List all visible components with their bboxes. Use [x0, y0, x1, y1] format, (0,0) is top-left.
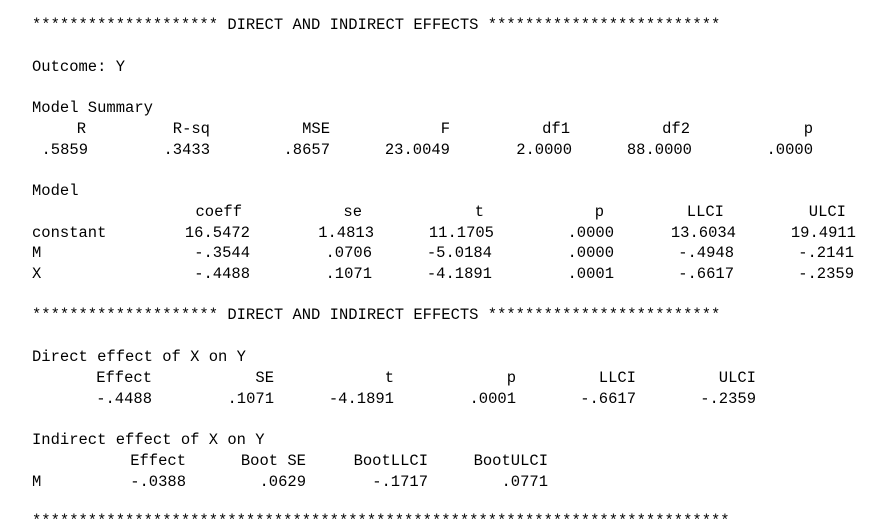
- cell-t: -4.1891: [426, 265, 492, 283]
- header-f: F: [440, 120, 450, 138]
- value-t: -4.1891: [328, 390, 394, 408]
- cell-ulci: -.2141: [798, 244, 854, 262]
- cell-ulci: 19.4911: [790, 224, 856, 242]
- header-df1: df1: [542, 120, 570, 138]
- header-t: t: [384, 369, 394, 387]
- cell-llci: -.4948: [678, 244, 734, 262]
- banner-bottom: ****************************************…: [32, 512, 730, 530]
- value-df2: 88.0000: [626, 141, 692, 159]
- header-llci: LLCI: [686, 203, 724, 221]
- outcome-label: Outcome: Y: [32, 58, 126, 76]
- header-bootulci: BootULCI: [473, 452, 548, 470]
- value-effect: -.4488: [96, 390, 152, 408]
- header-r: R: [76, 120, 86, 138]
- value-p: .0001: [469, 390, 516, 408]
- row-label: M: [32, 244, 42, 262]
- header-effect: Effect: [96, 369, 152, 387]
- header-model-p: p: [594, 203, 604, 221]
- header-p: p: [506, 369, 516, 387]
- value-bootulci: .0771: [501, 473, 548, 491]
- value-df1: 2.0000: [516, 141, 572, 159]
- cell-coeff: -.3544: [194, 244, 250, 262]
- cell-coeff: 16.5472: [184, 224, 250, 242]
- value-se: .1071: [227, 390, 274, 408]
- cell-se: 1.4813: [318, 224, 374, 242]
- value-f: 23.0049: [384, 141, 450, 159]
- header-se: SE: [255, 369, 274, 387]
- row-label: M: [32, 473, 42, 491]
- indirect-effect-title: Indirect effect of X on Y: [32, 431, 265, 449]
- cell-t: -5.0184: [426, 244, 492, 262]
- cell-p: .0001: [567, 265, 614, 283]
- header-ulci: ULCI: [808, 203, 846, 221]
- cell-coeff: -.4488: [194, 265, 250, 283]
- model-summary-title: Model Summary: [32, 99, 153, 117]
- value-mse: .8657: [283, 141, 330, 159]
- cell-p: .0000: [567, 224, 614, 242]
- cell-t: 11.1705: [428, 224, 494, 242]
- value-ulci: -.2359: [700, 390, 756, 408]
- row-label: X: [32, 265, 42, 283]
- row-label: constant: [32, 224, 107, 242]
- cell-ulci: -.2359: [798, 265, 854, 283]
- header-coeff: coeff: [195, 203, 242, 221]
- value-bootllci: -.1717: [372, 473, 428, 491]
- header-rsq: R-sq: [172, 120, 210, 138]
- banner-middle: ******************** DIRECT AND INDIRECT…: [32, 306, 721, 324]
- cell-llci: 13.6034: [670, 224, 736, 242]
- value-r: .5859: [41, 141, 88, 159]
- header-t: t: [474, 203, 484, 221]
- cell-se: .0706: [325, 244, 372, 262]
- header-se: se: [343, 203, 362, 221]
- value-llci: -.6617: [580, 390, 636, 408]
- value-boot-se: .0629: [259, 473, 306, 491]
- cell-se: .1071: [325, 265, 372, 283]
- header-ulci: ULCI: [718, 369, 756, 387]
- header-boot-se: Boot SE: [240, 452, 306, 470]
- header-effect: Effect: [130, 452, 186, 470]
- cell-llci: -.6617: [678, 265, 734, 283]
- value-rsq: .3433: [163, 141, 210, 159]
- header-p: p: [803, 120, 813, 138]
- value-effect: -.0388: [130, 473, 186, 491]
- value-p: .0000: [766, 141, 813, 159]
- cell-p: .0000: [567, 244, 614, 262]
- banner-top: ******************** DIRECT AND INDIRECT…: [32, 16, 721, 34]
- model-title: Model: [32, 182, 79, 200]
- header-mse: MSE: [302, 120, 330, 138]
- direct-effect-title: Direct effect of X on Y: [32, 348, 246, 366]
- header-bootllci: BootLLCI: [353, 452, 428, 470]
- header-llci: LLCI: [598, 369, 636, 387]
- header-df2: df2: [662, 120, 690, 138]
